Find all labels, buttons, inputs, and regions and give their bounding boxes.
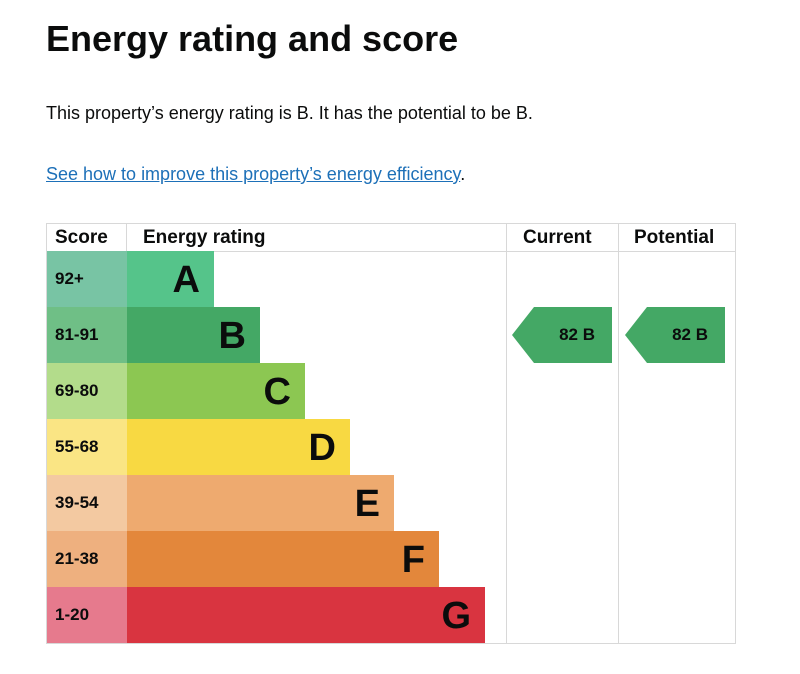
rating-bar: E (127, 475, 394, 531)
rating-letter: A (172, 259, 200, 301)
improve-link-line: See how to improve this property’s energ… (46, 164, 465, 185)
energy-rating-table: Score Energy rating Current Potential 92… (46, 223, 736, 644)
link-suffix: . (460, 164, 466, 184)
score-range: 1-20 (47, 587, 127, 643)
intro-text: This property’s energy rating is B. It h… (46, 103, 533, 123)
rating-letter: C (263, 371, 291, 413)
score-range: 92+ (47, 251, 127, 307)
rating-bar: B (127, 307, 260, 363)
divider (618, 224, 619, 643)
rating-bar: F (127, 531, 439, 587)
current-rating-arrow: 82 B (512, 307, 612, 363)
rating-bar: D (127, 419, 350, 475)
score-range: 55-68 (47, 419, 127, 475)
score-range: 69-80 (47, 363, 127, 419)
header-energy-rating: Energy rating (143, 227, 266, 248)
improve-efficiency-link[interactable]: See how to improve this property’s energ… (46, 164, 461, 184)
rating-letter: B (218, 315, 246, 357)
potential-rating-arrow: 82 B (625, 307, 725, 363)
rating-letter: E (354, 483, 380, 525)
rating-bar: A (127, 251, 214, 307)
score-range: 39-54 (47, 475, 127, 531)
divider (47, 251, 735, 252)
score-range: 21-38 (47, 531, 127, 587)
rating-letter: F (401, 539, 425, 581)
rating-letter: G (441, 595, 471, 637)
divider (126, 224, 127, 252)
rating-letter: D (308, 427, 336, 469)
header-current: Current (523, 227, 592, 248)
header-potential: Potential (634, 227, 715, 248)
rating-bar: G (127, 587, 485, 643)
score-range: 81-91 (47, 307, 127, 363)
header-score: Score (55, 227, 108, 248)
rating-bar: C (127, 363, 305, 419)
divider (506, 224, 507, 643)
page-title: Energy rating and score (46, 18, 459, 59)
